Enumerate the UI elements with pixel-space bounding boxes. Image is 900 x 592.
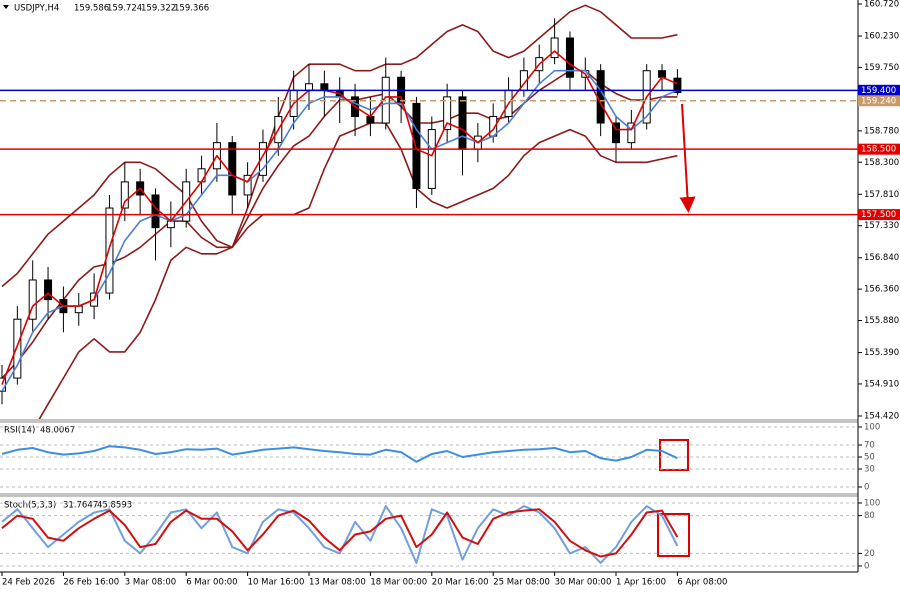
level-label: 158.500	[861, 145, 896, 155]
candle-body	[565, 37, 574, 78]
candle-body	[366, 115, 375, 124]
level-label-box	[858, 209, 900, 221]
forecast-arrow	[679, 103, 696, 213]
y-tick-label: 157.330	[864, 221, 899, 231]
candle-body	[658, 70, 667, 78]
x-tick-label: 6 Apr 08:00	[677, 578, 727, 588]
y-tick-label: 156.840	[864, 253, 899, 263]
ohlc-low: 159.322	[141, 4, 176, 14]
candle-body	[74, 305, 83, 314]
candle-body	[151, 194, 160, 229]
level-label-box	[858, 84, 900, 96]
candle-body	[550, 37, 559, 59]
candle-body	[120, 181, 129, 209]
candle-body	[612, 122, 620, 144]
candle-body	[443, 96, 452, 131]
y-tick-label: 30	[864, 465, 875, 475]
candle-body	[596, 70, 605, 124]
band-line	[38, 122, 678, 419]
candle-body	[28, 279, 37, 320]
candle-body	[305, 83, 313, 91]
ohlc-high: 159.724	[107, 4, 142, 14]
moving-average	[1, 50, 678, 385]
candle-body	[105, 207, 114, 294]
menu-triangle[interactable]	[3, 5, 9, 9]
y-tick-label: 157.810	[864, 190, 899, 200]
stoch-signal-value: 45.8593	[97, 501, 132, 511]
y-tick-label: 155.390	[864, 348, 899, 358]
x-tick-label: 1 Apr 16:00	[616, 578, 666, 588]
band-line	[1, 4, 678, 288]
candle-body	[243, 174, 252, 196]
candle-body	[197, 168, 206, 183]
x-tick-label: 24 Feb 2026	[2, 578, 55, 588]
y-tick-label: 100	[864, 499, 880, 509]
candle-body	[13, 318, 22, 379]
x-tick-label: 13 Mar 08:00	[309, 578, 366, 588]
candle-body	[673, 77, 682, 94]
x-tick-label: 10 Mar 16:00	[248, 578, 305, 588]
candle-body	[228, 142, 237, 196]
x-tick-label: 18 Mar 00:00	[370, 578, 427, 588]
ohlc-close: 159.366	[174, 4, 209, 14]
candle-body	[458, 96, 467, 150]
y-tick-label: 156.360	[864, 285, 899, 295]
x-tick-label: 30 Mar 00:00	[555, 578, 612, 588]
y-tick-label: 158.300	[864, 158, 899, 168]
chart-title: USDJPY,H4	[14, 4, 59, 14]
x-tick-label: 3 Mar 08:00	[125, 578, 176, 588]
y-tick-label: 154.420	[864, 412, 899, 422]
x-tick-label: 20 Mar 16:00	[432, 578, 489, 588]
level-label: 159.240	[861, 96, 896, 106]
y-tick-label: 158.780	[864, 126, 899, 136]
y-tick-label: 155.880	[864, 316, 899, 326]
candle-body	[320, 83, 329, 91]
level-label-box	[858, 143, 900, 155]
x-tick-label: 6 Mar 00:00	[186, 578, 237, 588]
candle-body	[258, 142, 267, 176]
candle-body	[627, 122, 636, 144]
stoch-main-value: 31.7647	[63, 501, 98, 511]
x-tick-label: 25 Mar 08:00	[493, 578, 550, 588]
y-tick-label: 0	[864, 483, 869, 493]
level-label-box	[858, 95, 900, 107]
indicator-line	[1, 445, 678, 463]
candle-body	[166, 220, 175, 229]
candle-body	[44, 279, 53, 301]
y-tick-label: 100	[864, 423, 880, 433]
rsi-value: 48.0067	[40, 426, 75, 436]
y-tick-label: 160.230	[864, 32, 899, 42]
highlight-box	[659, 439, 689, 471]
ohlc-open: 159.586	[74, 4, 109, 14]
indicator-line	[1, 505, 679, 564]
highlight-box	[657, 513, 690, 557]
y-tick-label: 0	[864, 562, 869, 572]
y-tick-label: 20	[864, 549, 875, 559]
x-tick-label: 26 Feb 16:00	[63, 578, 119, 588]
candle-body	[412, 102, 421, 189]
indicator-line	[1, 508, 679, 558]
y-tick-label: 160.720	[864, 0, 899, 10]
rsi-title: RSI(14)	[4, 426, 35, 436]
y-tick-label: 80	[864, 511, 875, 521]
y-tick-label: 70	[864, 441, 875, 451]
y-tick-label: 159.750	[864, 63, 899, 73]
level-label: 159.400	[861, 86, 896, 96]
stoch-title: Stoch(5,3,3)	[4, 501, 56, 511]
candle-body	[427, 129, 436, 189]
moving-average	[1, 69, 678, 392]
level-label: 157.500	[861, 210, 896, 220]
y-tick-label: 50	[864, 453, 875, 463]
y-tick-label: 154.910	[864, 379, 899, 389]
